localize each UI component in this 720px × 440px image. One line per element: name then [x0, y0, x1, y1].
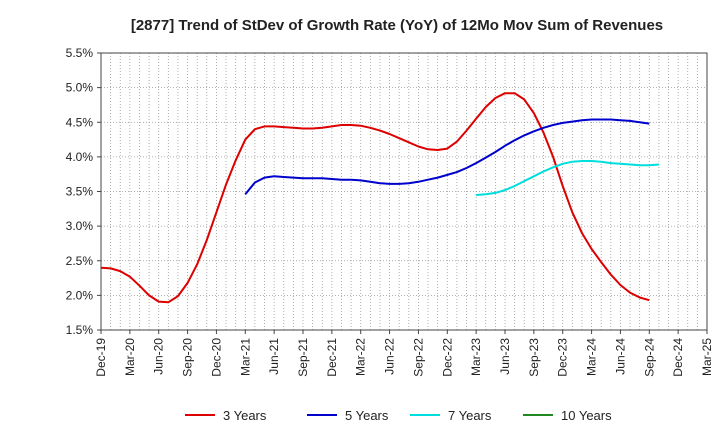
x-tick-label: Dec-23 [556, 338, 570, 377]
x-tick-label: Mar-22 [354, 338, 368, 376]
series-line-7-years [476, 160, 659, 196]
y-tick-label: 2.5% [66, 254, 94, 268]
y-tick-label: 4.0% [66, 150, 94, 164]
y-tick-label: 1.5% [66, 323, 94, 337]
x-tick-label: Sep-23 [527, 338, 541, 377]
x-tick-label: Dec-24 [671, 338, 685, 377]
y-tick-label: 5.5% [66, 46, 94, 60]
legend-label: 3 Years [223, 408, 267, 423]
y-tick-label: 2.0% [66, 288, 94, 302]
x-tick-label: Jun-20 [152, 338, 166, 375]
x-tick-label: Mar-21 [238, 338, 252, 376]
legend-label: 10 Years [561, 408, 612, 423]
series-group [100, 92, 659, 304]
x-tick-label: Sep-22 [411, 338, 425, 377]
x-tick-label: Mar-24 [585, 338, 599, 376]
legend: 3 Years 5 Years 7 Years 10 Years [185, 408, 612, 423]
legend-label: 5 Years [345, 408, 389, 423]
x-tick-label: Dec-21 [325, 338, 339, 377]
x-tick-label: Dec-20 [209, 338, 223, 377]
x-tick-label: Mar-23 [469, 338, 483, 376]
y-axis: 1.5% 2.0% 2.5% 3.0% 3.5% 4.0% 4.5% 5.0% 5.5% [66, 46, 101, 337]
x-tick-label: Sep-21 [296, 338, 310, 377]
y-tick-label: 3.5% [66, 185, 94, 199]
x-tick-label: Jun-24 [613, 338, 627, 375]
chart-title: [2877] Trend of StDev of Growth Rate (Yo… [131, 17, 663, 34]
series-line-3-years [100, 92, 650, 304]
x-axis: Dec-19 Mar-20 Jun-20 Sep-20 Dec-20 Mar-21 Jun-… [94, 330, 714, 377]
x-tick-label: Mar-25 [700, 338, 714, 376]
x-tick-label: Dec-22 [440, 338, 454, 377]
x-tick-label: Mar-20 [123, 338, 137, 376]
x-tick-label: Sep-24 [642, 338, 656, 377]
x-tick-label: Sep-20 [181, 338, 195, 377]
series-line-5-years [244, 118, 650, 195]
y-tick-label: 4.5% [66, 115, 94, 129]
grid [101, 53, 707, 330]
legend-label: 7 Years [448, 408, 492, 423]
x-tick-label: Jun-23 [498, 338, 512, 375]
x-tick-label: Jun-21 [267, 338, 281, 375]
y-tick-label: 5.0% [66, 81, 94, 95]
x-tick-label: Jun-22 [383, 338, 397, 375]
x-tick-label: Dec-19 [94, 338, 108, 377]
y-tick-label: 3.0% [66, 219, 94, 233]
